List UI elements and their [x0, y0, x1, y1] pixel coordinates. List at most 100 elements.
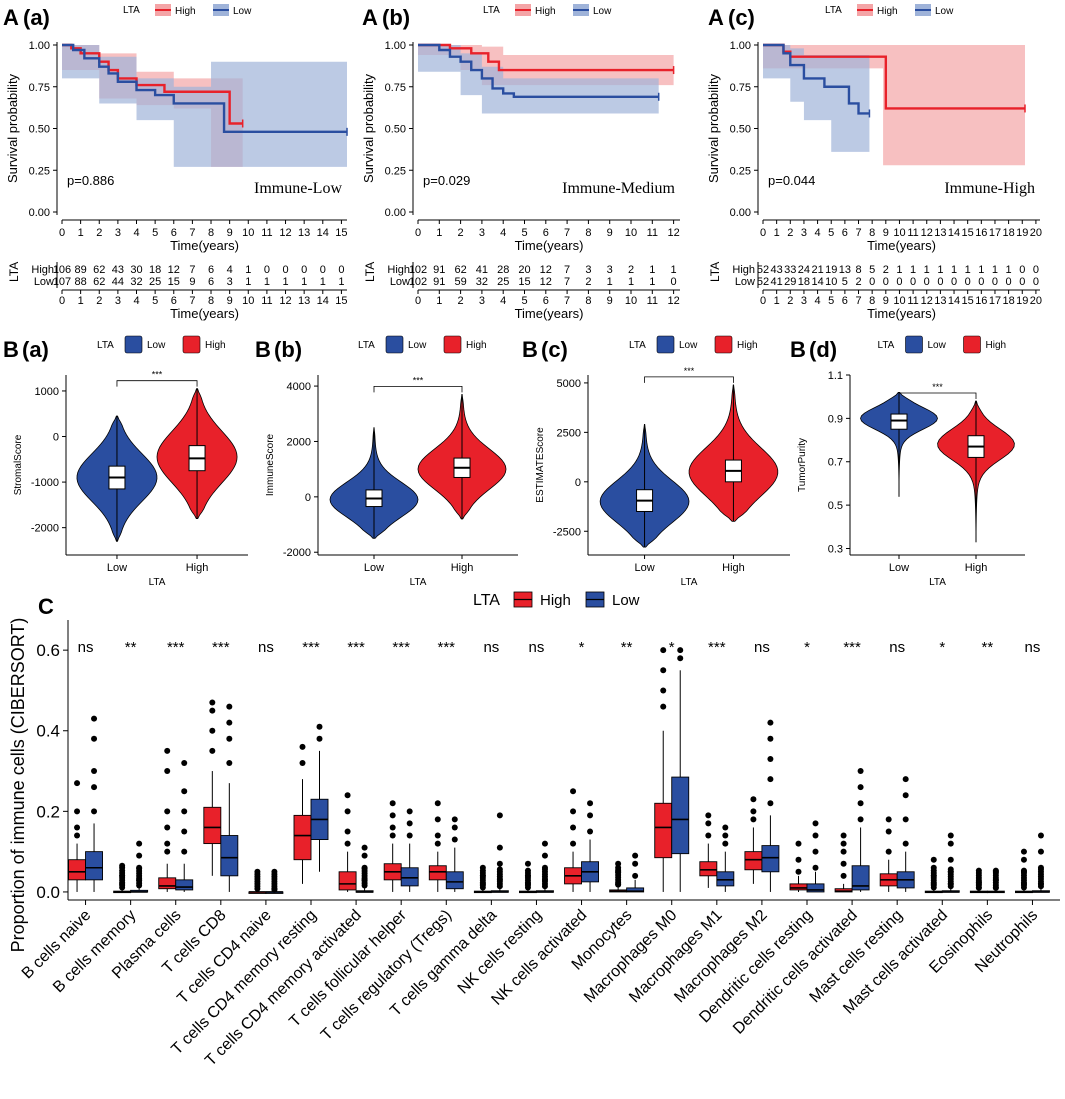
survival-curve-low: [62, 43, 347, 134]
legend-key: [714, 335, 733, 354]
y-axis-title: Survival probability: [361, 73, 376, 183]
outlier-point: [840, 832, 847, 839]
outlier-point: [632, 860, 639, 867]
x-tick-label: 11: [261, 227, 272, 239]
legend-label: High: [466, 340, 487, 351]
significance-label: ns: [78, 639, 94, 656]
x-tick-label: 11: [647, 227, 658, 239]
legend-title: LTA: [97, 340, 114, 351]
x-tick-label: Low: [889, 562, 909, 574]
outlier-point: [767, 735, 774, 742]
survival-curve-high: [62, 43, 243, 125]
y-tick-label: 0: [575, 477, 581, 489]
risk-count: 1: [937, 264, 943, 276]
outlier-point: [570, 840, 577, 847]
outlier-point: [902, 816, 909, 823]
x-tick-label: 13: [934, 227, 946, 239]
boxplot-panel-C: C LTA High Low 0.0 0.2 0.4 0.6 Proportion of imm…: [8, 591, 1060, 1070]
outlier-point: [164, 848, 171, 855]
x-tick-label: 8: [208, 227, 214, 239]
outlier-point: [181, 759, 188, 766]
outlier-point: [705, 812, 712, 819]
outlier-point: [361, 844, 368, 851]
x-tick-label: 1: [774, 227, 780, 239]
risk-x-tick-label: 19: [1016, 295, 1028, 307]
outlier-point: [136, 852, 143, 859]
y-tick-label: 0.4: [36, 722, 60, 741]
outlier-point: [389, 812, 396, 819]
risk-count: 12: [540, 276, 552, 288]
outlier-point: [857, 800, 864, 807]
y-tick-label: 0.50: [29, 124, 50, 136]
y-tick-label: 4000: [287, 381, 311, 393]
risk-count: 30: [130, 264, 142, 276]
panel-letter: B: [790, 337, 806, 362]
outlier-point: [91, 768, 98, 775]
outlier-point: [496, 866, 503, 873]
outlier-point: [74, 832, 81, 839]
risk-count: 1: [910, 264, 916, 276]
risk-x-tick-label: 0: [760, 295, 766, 307]
risk-count: 102: [409, 276, 427, 288]
risk-x-tick-label: 2: [787, 295, 793, 307]
x-tick-label: 8: [869, 227, 875, 239]
outlier-point: [136, 840, 143, 847]
risk-count: 7: [564, 276, 570, 288]
significance-label: ***: [392, 639, 410, 656]
outlier-point: [660, 703, 667, 710]
significance-label: *: [669, 639, 675, 656]
legend-label: Low: [935, 6, 954, 17]
x-tick-label: 5: [828, 227, 834, 239]
outlier-point: [406, 832, 413, 839]
y-axis-title: ESTIMATEScore: [535, 427, 546, 503]
risk-count: 0: [937, 276, 943, 288]
risk-x-tick-label: 5: [152, 295, 158, 307]
outlier-point: [209, 747, 216, 754]
outlier-point: [434, 840, 441, 847]
risk-x-tick-label: 13: [298, 295, 310, 307]
panel-subtitle: (b): [382, 5, 410, 30]
risk-x-tick-label: 11: [907, 295, 918, 307]
risk-count: 43: [112, 264, 124, 276]
risk-count: 107: [53, 276, 71, 288]
panel-letter: B: [522, 337, 538, 362]
outlier-point: [434, 816, 441, 823]
risk-count: 91: [433, 276, 445, 288]
x-tick-label: 17: [989, 227, 1001, 239]
outlier-point: [119, 867, 126, 874]
risk-row-name: High: [732, 264, 755, 276]
box-high: [293, 814, 312, 861]
legend-title: LTA: [825, 5, 842, 16]
risk-count: 62: [93, 276, 105, 288]
risk-count: 18: [149, 264, 161, 276]
significance-label: *: [579, 639, 585, 656]
risk-count: 21: [811, 264, 823, 276]
outlier-point: [181, 848, 188, 855]
risk-x-tick-label: 7: [564, 295, 570, 307]
risk-row-name: High: [31, 264, 54, 276]
panel-subtitle: (a): [22, 337, 49, 362]
x-tick-label: B cells memory: [50, 907, 139, 996]
panel-subtitle: (c): [728, 5, 755, 30]
outlier-point: [947, 866, 954, 873]
x-axis-title: LTA: [410, 577, 427, 588]
outlier-point: [209, 727, 216, 734]
outlier-point: [902, 840, 909, 847]
risk-x-tick-label: 15: [962, 295, 974, 307]
y-tick-label: 0.25: [385, 165, 406, 177]
risk-count: 1: [649, 276, 655, 288]
risk-count: 1: [301, 276, 307, 288]
risk-count: 19: [825, 264, 837, 276]
risk-count: 0: [869, 276, 875, 288]
risk-x-tick-label: 9: [607, 295, 613, 307]
risk-x-tick-label: 4: [500, 295, 506, 307]
outlier-point: [119, 862, 126, 869]
outlier-point: [74, 824, 81, 831]
risk-x-tick-label: 12: [667, 295, 679, 307]
risk-count: 0: [1019, 264, 1025, 276]
outlier-point: [812, 820, 819, 827]
risk-x-tick-label: 3: [479, 295, 485, 307]
violin-panel-B_b: B (b) LTA Low High 4000 2000 0 -2000 ImmuneScore L…: [255, 335, 518, 588]
